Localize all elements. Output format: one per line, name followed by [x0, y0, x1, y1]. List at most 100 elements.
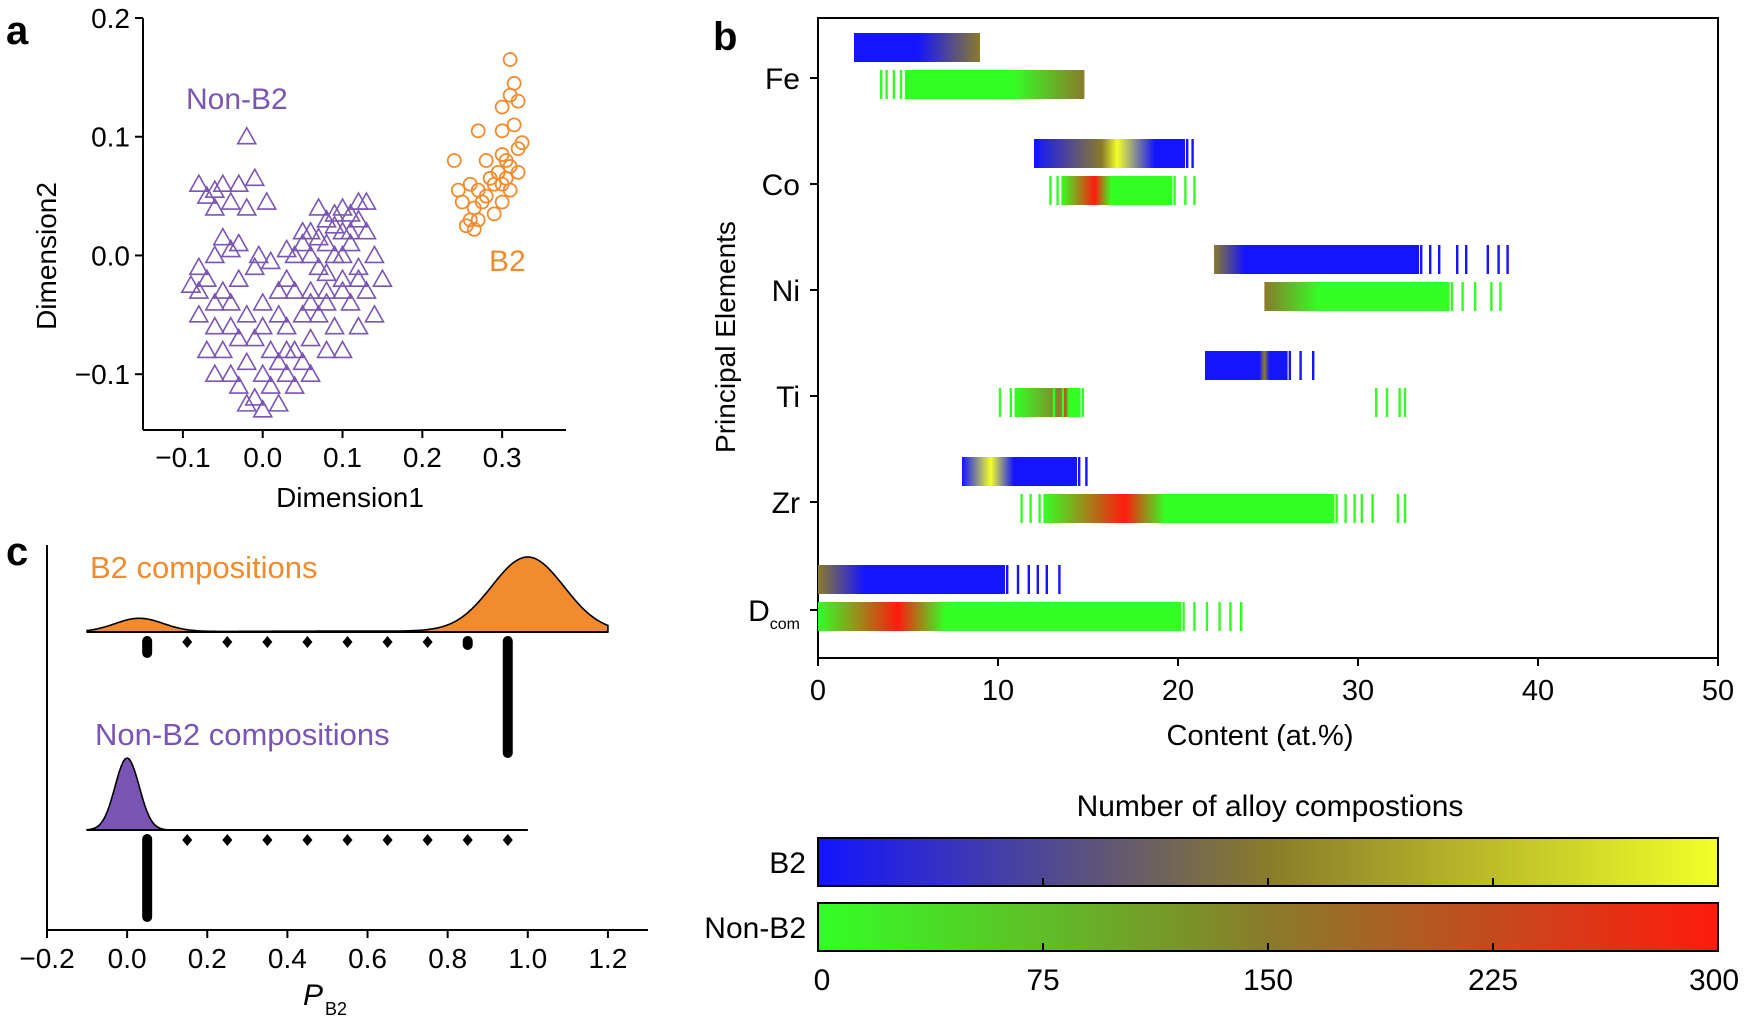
triangle-point: [220, 238, 242, 258]
element-label: Ni: [772, 275, 800, 308]
triangle-point: [268, 393, 290, 412]
b2-composition-tick: [1238, 351, 1241, 380]
diamond-marker: [342, 636, 353, 648]
triangle-point: [284, 280, 306, 299]
x-tick-label: −0.2: [19, 943, 74, 974]
circle-point: [514, 135, 530, 151]
non-b2-composition-tick: [885, 70, 888, 99]
x-tick-label: 0.2: [403, 442, 442, 473]
triangle-point: [244, 167, 266, 187]
colorbar-rows: B2 Non-B2: [704, 837, 1719, 952]
triangle-point: [316, 262, 337, 282]
triangle-point: [260, 375, 282, 394]
triangle-point: [300, 292, 321, 311]
panel-b-composition-ranges: b Fe Co Ni Ti Zr Dcom 0 10 20 30 40 50 Content (at…: [704, 15, 1739, 997]
panel-a-x-ticks: −0.1 0.0 0.1 0.2 0.3: [155, 430, 522, 473]
frequency-bar: [142, 834, 153, 922]
non-b2-range-bar: [818, 602, 1182, 631]
triangle-point: [284, 375, 306, 394]
triangle-point: [356, 221, 377, 240]
x-tick-label: 0: [810, 675, 826, 707]
b2-composition-tick: [1486, 245, 1489, 274]
colorbar-row-label: B2: [769, 847, 806, 880]
triangle-point: [196, 339, 218, 359]
element-label: Ti: [776, 381, 800, 414]
triangle-point: [292, 304, 313, 323]
triangle-point: [236, 197, 258, 216]
triangle-point: [332, 244, 353, 264]
triangle-point: [340, 292, 361, 311]
colorbar-ticks: 0 75 150 225 300: [814, 878, 1739, 997]
triangle-point: [356, 280, 377, 299]
series-label: B2 compositions: [90, 550, 317, 585]
non-b2-composition-tick: [1385, 388, 1389, 417]
triangle-point: [228, 268, 250, 288]
non-b2-composition-tick: [1403, 388, 1407, 417]
legend-label-b2: B2: [489, 245, 526, 278]
triangle-point: [204, 244, 226, 264]
non-b2-composition-tick: [1049, 176, 1052, 205]
x-axis-label-main: P: [303, 979, 323, 1012]
non-b2-composition-tick: [1335, 494, 1338, 523]
triangle-point: [268, 304, 290, 323]
triangle-point: [324, 203, 345, 222]
colorbar-row-label: Non-B2: [704, 912, 806, 945]
triangle-point: [220, 363, 242, 382]
b2-composition-tick: [1312, 351, 1315, 380]
triangle-point: [308, 197, 329, 216]
triangle-point: [316, 232, 337, 252]
colorbar-tick-label: 150: [1243, 964, 1293, 997]
element-label: Zr: [772, 487, 800, 520]
triangle-point: [212, 339, 234, 359]
triangle-point: [204, 316, 226, 335]
triangle-point: [248, 244, 270, 264]
x-tick-label: 0.0: [108, 943, 147, 974]
circle-point: [470, 123, 486, 139]
b2-range-bar: [818, 565, 1005, 594]
non-b2-composition-tick: [1038, 494, 1041, 523]
colorbar-tick-label: 225: [1468, 964, 1518, 997]
y-tick-label: 0.0: [91, 240, 130, 271]
y-tick-label: 0.2: [91, 3, 130, 34]
circle-point: [494, 194, 510, 210]
non-b2-composition-tick: [1375, 388, 1378, 417]
triangle-point: [316, 292, 337, 311]
non-b2-composition-tick: [1461, 282, 1464, 311]
b2-distribution: B2 compositions: [86, 550, 609, 758]
x-tick-label: 0.4: [268, 943, 307, 974]
element-symbol: Zr: [772, 487, 800, 520]
b2-composition-tick: [1016, 565, 1020, 594]
panel-b-x-ticks: 0 10 20 30 40 50: [810, 658, 1734, 707]
circle-point: [498, 153, 514, 168]
non-b2-composition-tick: [1052, 388, 1056, 417]
diamond-marker: [262, 636, 273, 648]
triangle-point: [212, 173, 234, 193]
non-b2-composition-tick: [1353, 494, 1356, 523]
x-tick-label: 30: [1342, 675, 1374, 707]
element-symbol: D: [748, 595, 770, 628]
diamond-marker: [222, 834, 233, 846]
diamond-marker: [422, 636, 433, 648]
diamond-marker: [222, 636, 233, 648]
circle-point: [474, 194, 490, 210]
triangle-point: [196, 268, 218, 288]
triangle-point: [356, 191, 377, 210]
triangle-point: [332, 197, 353, 216]
circle-point: [446, 153, 462, 168]
b2-composition-tick: [1036, 139, 1039, 168]
b2-composition-tick: [1288, 351, 1291, 380]
b2-range-bar: [1205, 351, 1288, 380]
non-b2-composition-tick: [1193, 176, 1196, 205]
diamond-marker: [262, 834, 273, 846]
non-b2-composition-tick: [1344, 494, 1347, 523]
non-b2-composition-tick: [1205, 602, 1209, 631]
triangle-point: [244, 387, 266, 406]
x-tick-label: −0.1: [155, 442, 210, 473]
non-b2-composition-tick: [1450, 282, 1453, 311]
triangle-point: [268, 351, 290, 371]
x-tick-label: 10: [982, 675, 1014, 707]
panel-label-a: a: [6, 9, 29, 53]
triangle-point: [252, 363, 274, 382]
non-b2-composition-tick: [1029, 494, 1032, 523]
b2-composition-tick: [1429, 245, 1432, 274]
